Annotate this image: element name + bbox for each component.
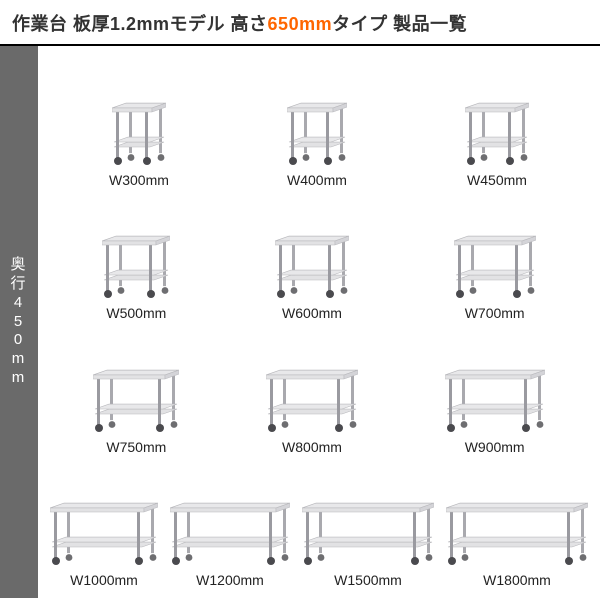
product-width-label: W700mm	[465, 305, 525, 321]
title-part2: タイプ 製品一覧	[332, 14, 467, 34]
product-row: W1000mm W1200mm W1500mm W1800mm	[50, 461, 588, 589]
product-width-label: W1000mm	[70, 572, 138, 588]
product-item[interactable]: W600mm	[275, 235, 349, 321]
product-width-label: W1500mm	[334, 572, 402, 588]
product-item[interactable]: W900mm	[445, 369, 545, 455]
main-area: 奥行450mm W300mm W400mm W450mm W500mm W600mm W7…	[0, 46, 600, 598]
product-item[interactable]: W1200mm	[170, 502, 290, 588]
product-item[interactable]: W300mm	[109, 102, 169, 188]
product-width-label: W1800mm	[483, 572, 551, 588]
depth-label: 奥行450mm	[10, 256, 27, 387]
product-item[interactable]: W1000mm	[50, 502, 158, 588]
product-width-label: W750mm	[106, 439, 166, 455]
product-width-label: W450mm	[467, 172, 527, 188]
product-row: W750mm W800mm W900mm	[50, 327, 588, 455]
worktable-icon	[446, 502, 588, 566]
product-row: W300mm W400mm W450mm	[50, 60, 588, 188]
depth-sidebar: 奥行450mm	[0, 46, 38, 598]
product-item[interactable]: W500mm	[102, 235, 170, 321]
worktable-icon	[302, 502, 434, 566]
product-item[interactable]: W450mm	[465, 102, 529, 188]
product-item[interactable]: W750mm	[93, 369, 179, 455]
product-width-label: W1200mm	[196, 572, 264, 588]
product-width-label: W800mm	[282, 439, 342, 455]
worktable-icon	[465, 102, 529, 166]
product-grid: W300mm W400mm W450mm W500mm W600mm W700mm W750…	[38, 46, 600, 598]
worktable-icon	[102, 235, 170, 299]
product-item[interactable]: W400mm	[287, 102, 347, 188]
worktable-icon	[170, 502, 290, 566]
product-row: W500mm W600mm W700mm	[50, 194, 588, 322]
worktable-icon	[287, 102, 347, 166]
product-item[interactable]: W1500mm	[302, 502, 434, 588]
worktable-icon	[445, 369, 545, 433]
product-item[interactable]: W1800mm	[446, 502, 588, 588]
product-item[interactable]: W700mm	[454, 235, 536, 321]
worktable-icon	[454, 235, 536, 299]
title-accent: 650mm	[268, 14, 333, 34]
product-width-label: W500mm	[106, 305, 166, 321]
product-width-label: W600mm	[282, 305, 342, 321]
worktable-icon	[112, 102, 166, 166]
product-width-label: W300mm	[109, 172, 169, 188]
product-item[interactable]: W800mm	[266, 369, 358, 455]
title-part1: 作業台 板厚1.2mmモデル 高さ	[12, 14, 268, 34]
worktable-icon	[50, 502, 158, 566]
worktable-icon	[275, 235, 349, 299]
product-width-label: W400mm	[287, 172, 347, 188]
page-title-bar: 作業台 板厚1.2mmモデル 高さ650mmタイプ 製品一覧	[0, 0, 600, 44]
worktable-icon	[93, 369, 179, 433]
product-width-label: W900mm	[465, 439, 525, 455]
worktable-icon	[266, 369, 358, 433]
